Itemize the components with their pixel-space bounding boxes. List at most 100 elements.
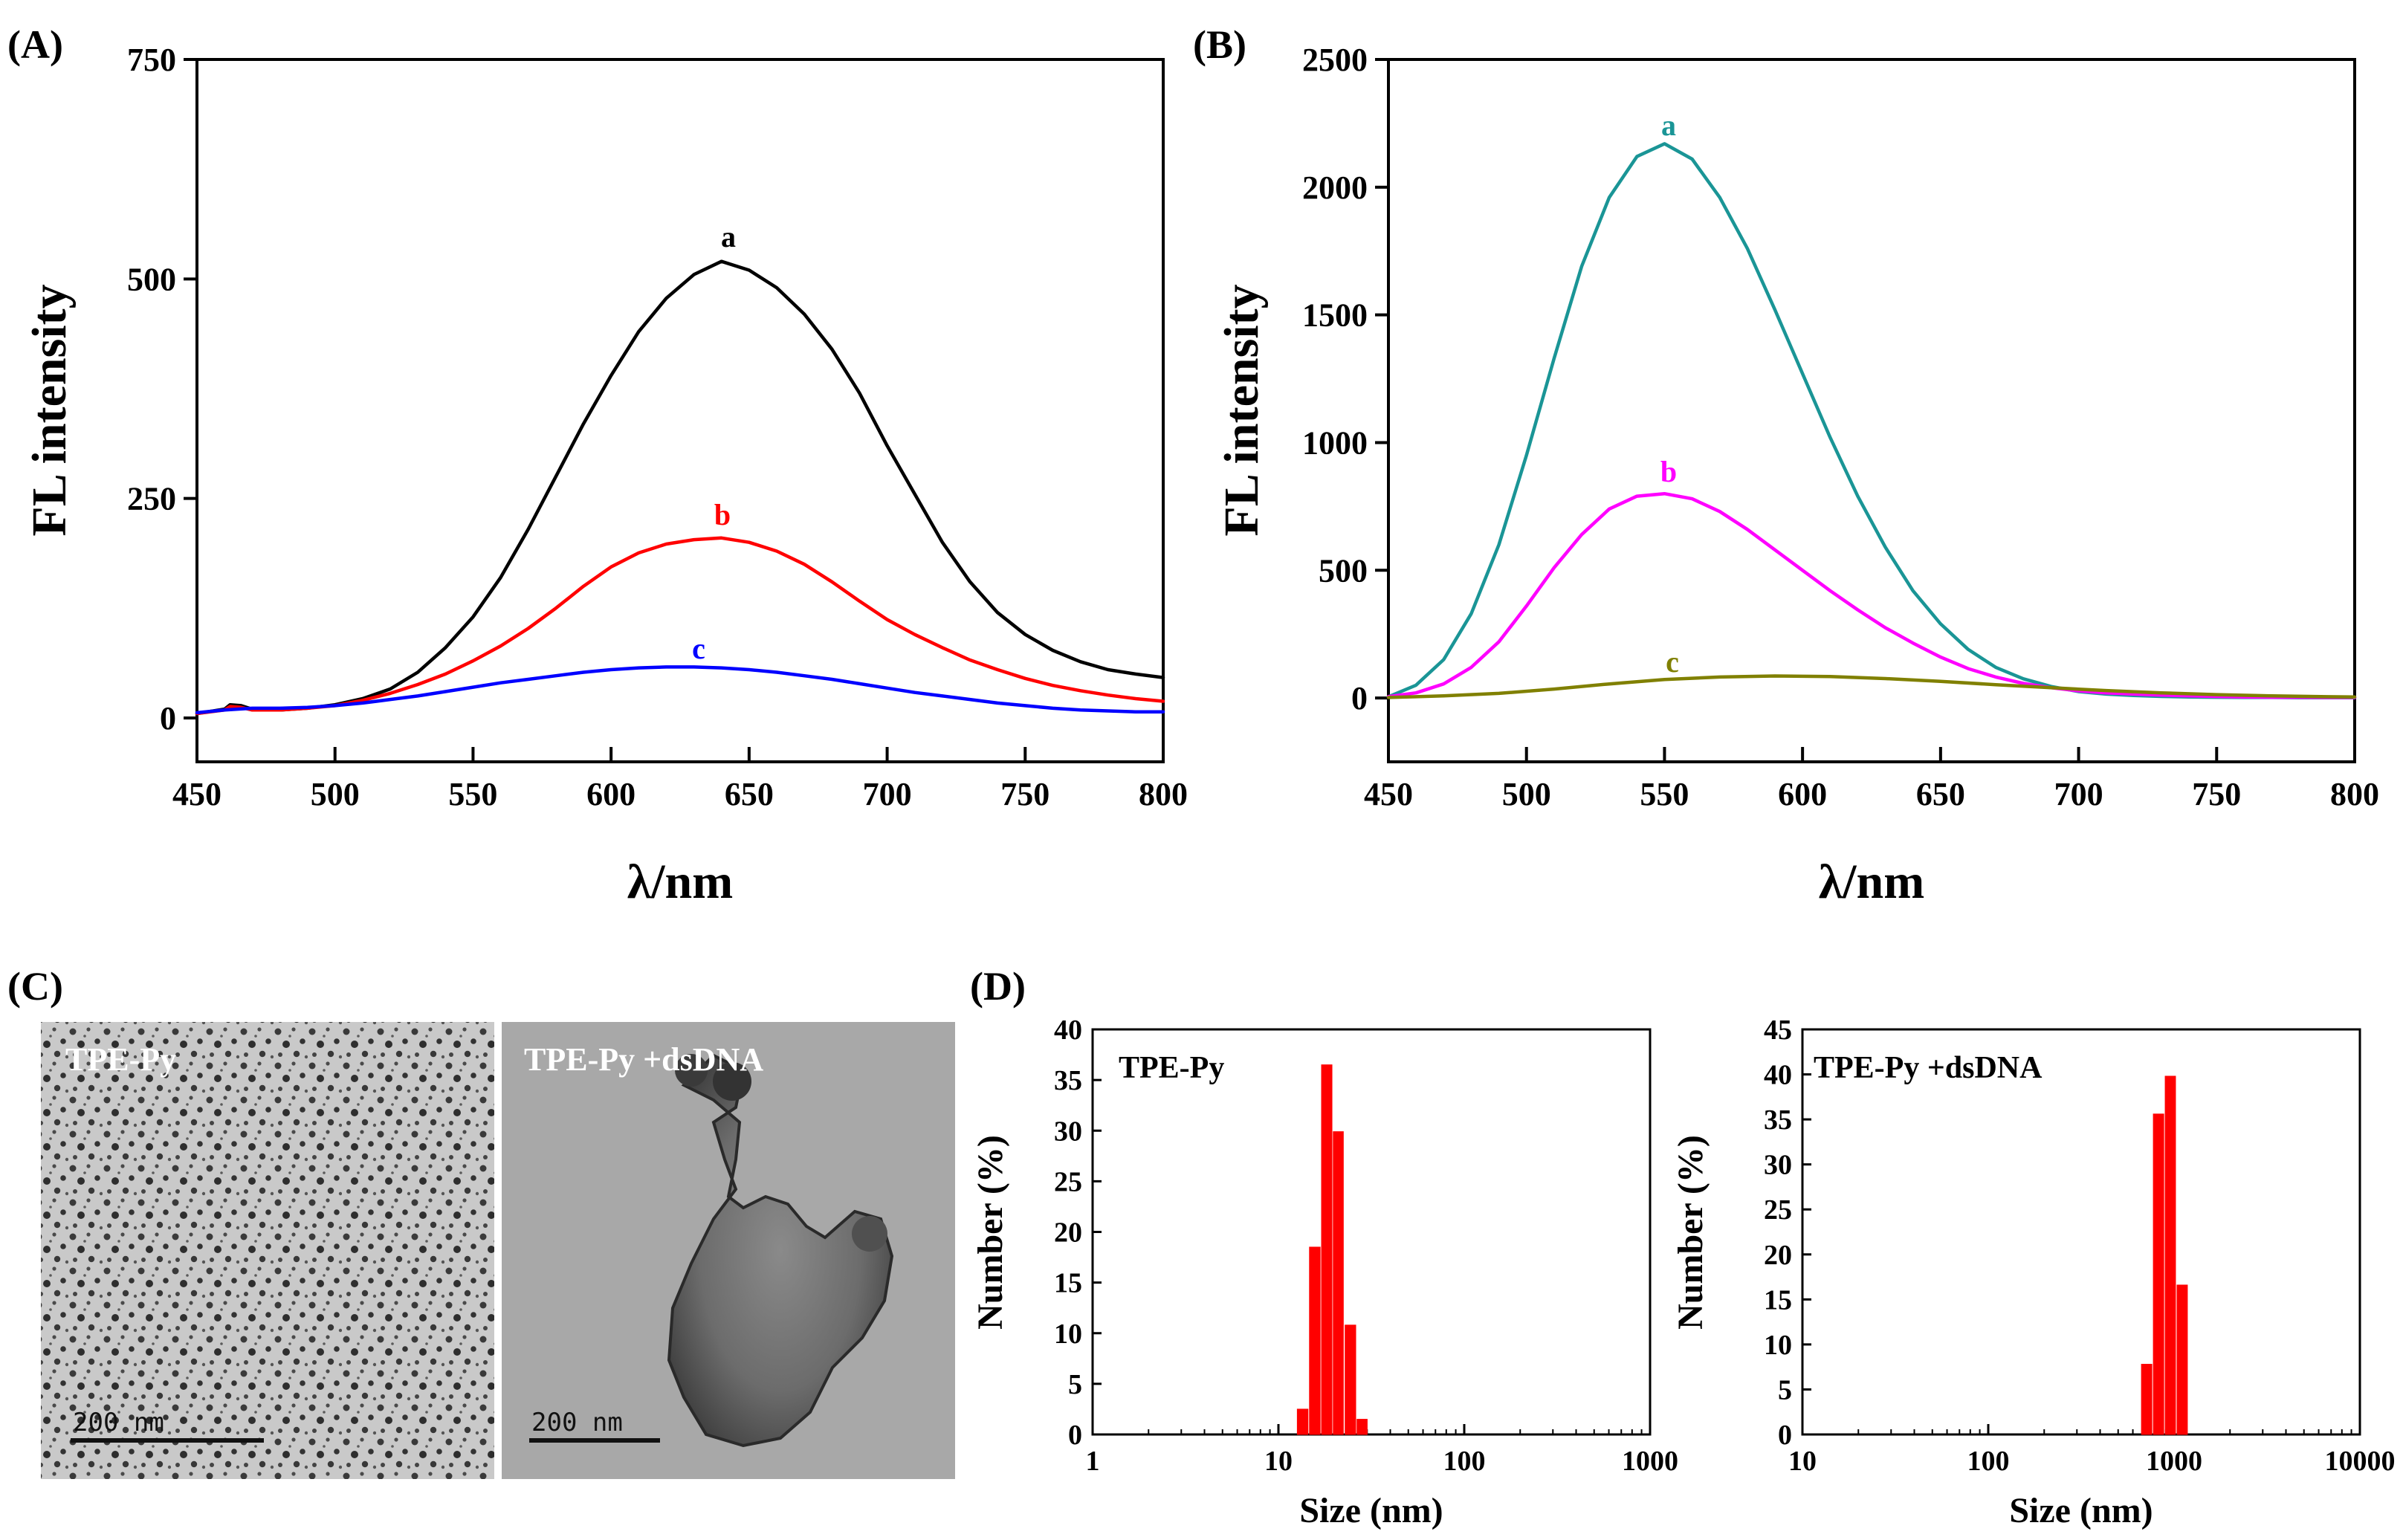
panel-c: (C) TPE-Py 200 nm TPE-Py +dsDNA 200 nm <box>7 964 955 1479</box>
curves-a <box>195 259 1165 716</box>
bar-d1-4 <box>1345 1324 1356 1435</box>
panel-label-a: (A) <box>7 22 63 67</box>
scale-label-right: 200 nm <box>531 1408 623 1437</box>
y-tick-label-d1-3: 15 <box>1054 1268 1082 1299</box>
y-tick-label-a-2: 500 <box>127 261 176 297</box>
x-tick-label-a-1: 500 <box>311 776 360 812</box>
y-tick-label-d1-5: 25 <box>1054 1166 1082 1197</box>
y-tick-label-d2-9: 45 <box>1764 1015 1792 1046</box>
x-axis-label-d1: Size (nm) <box>1299 1491 1443 1530</box>
y-tick-label-d1-2: 10 <box>1054 1319 1082 1350</box>
bar-d1-0 <box>1296 1408 1309 1435</box>
y-tick-label-d2-4: 20 <box>1764 1240 1792 1271</box>
series-a-a <box>195 259 1165 716</box>
y-tick-label-d1-4: 20 <box>1054 1217 1082 1249</box>
x-tick-label-d2-3: 10000 <box>2325 1446 2396 1477</box>
bar-d2-2 <box>2164 1075 2176 1435</box>
x-tick-label-a-7: 800 <box>1139 776 1188 812</box>
x-tick-label-b-2: 550 <box>1640 776 1689 812</box>
bar-d1-5 <box>1356 1419 1368 1435</box>
ticks-d1: 1 10 100 1000 0 5 10 15 20 25 30 35 40 <box>1054 1015 1678 1477</box>
series-b-c <box>1386 674 2357 699</box>
tem-label-left: TPE-Py <box>65 1041 176 1078</box>
inset-label-d1: TPE-Py <box>1119 1051 1224 1085</box>
chart-b: (B) 450 500 550 600 650 700 750 800 0 500 1000 1500… <box>1193 22 2379 909</box>
curve-label-b-c: c <box>1666 645 1679 679</box>
x-axis-label-b: λ/nm <box>1819 855 1924 909</box>
y-tick-label-d2-1: 5 <box>1778 1374 1792 1405</box>
series-b-a <box>1386 142 2357 699</box>
y-tick-label-d2-5: 25 <box>1764 1194 1792 1226</box>
curve-label-b-a: a <box>1661 109 1676 142</box>
y-axis-label-b: FL intensity <box>1215 284 1269 536</box>
y-tick-label-a-1: 250 <box>127 481 176 517</box>
panel-label-b: (B) <box>1193 22 1246 67</box>
x-tick-label-a-3: 600 <box>586 776 635 812</box>
x-tick-label-a-4: 650 <box>725 776 774 812</box>
x-tick-label-d1-2: 100 <box>1443 1446 1486 1477</box>
y-tick-label-d1-7: 35 <box>1054 1065 1082 1096</box>
tem-image-right: TPE-Py +dsDNA 200 nm <box>502 1022 955 1479</box>
inset-label-d2: TPE-Py +dsDNA <box>1814 1051 2043 1085</box>
x-tick-label-b-6: 750 <box>2192 776 2241 812</box>
chart-d2: 10 100 1000 10000 0 5 10 15 20 25 30 35 40 45 TPE-Py … <box>1671 1015 2396 1530</box>
y-tick-label-a-3: 750 <box>127 42 176 78</box>
y-tick-label-d1-8: 40 <box>1054 1015 1082 1046</box>
x-axis-label-d2: Size (nm) <box>2009 1491 2153 1530</box>
panel-label-d: (D) <box>970 964 1026 1009</box>
y-tick-label-b-4: 2000 <box>1302 169 1368 206</box>
series-a-b <box>195 536 1165 716</box>
series-b-b <box>1386 491 2357 699</box>
y-tick-label-d1-1: 5 <box>1068 1369 1082 1400</box>
plot-area-d1 <box>1091 1028 1652 1436</box>
y-tick-label-d2-7: 35 <box>1764 1104 1792 1136</box>
y-tick-label-b-3: 1500 <box>1302 297 1368 334</box>
ticks-b: 450 500 550 600 650 700 750 800 0 500 1000 1500 2000… <box>1302 42 2379 812</box>
x-tick-label-d2-0: 10 <box>1788 1446 1817 1477</box>
y-tick-label-d1-6: 30 <box>1054 1116 1082 1147</box>
tem-label-right: TPE-Py +dsDNA <box>524 1041 763 1078</box>
y-tick-label-b-1: 500 <box>1319 552 1368 589</box>
y-axis-label-d2: Number (%) <box>1671 1135 1710 1330</box>
x-tick-label-d1-1: 10 <box>1264 1446 1293 1477</box>
ticks-a: 450 500 550 600 650 700 750 800 0 250 500 750 <box>127 42 1188 812</box>
curves-b <box>1386 142 2357 699</box>
y-tick-label-d2-2: 10 <box>1764 1330 1792 1361</box>
y-tick-label-d2-8: 40 <box>1764 1060 1792 1091</box>
bar-d1-2 <box>1321 1064 1333 1435</box>
bar-d2-1 <box>2153 1113 2164 1435</box>
curve-label-a-a: a <box>721 220 736 253</box>
bar-d2-3 <box>2176 1284 2188 1435</box>
curve-label-b-b: b <box>1660 455 1677 488</box>
y-tick-label-d2-6: 30 <box>1764 1150 1792 1181</box>
bar-d1-3 <box>1333 1131 1344 1435</box>
x-tick-label-b-4: 650 <box>1916 776 1965 812</box>
plot-area-a <box>195 58 1165 763</box>
plot-area-b <box>1387 58 2356 763</box>
bars-d1 <box>1296 1064 1368 1435</box>
x-tick-label-a-2: 550 <box>448 776 497 812</box>
plot-area-d2 <box>1801 1028 2361 1436</box>
x-tick-label-b-1: 500 <box>1502 776 1551 812</box>
curve-label-a-c: c <box>692 632 705 665</box>
x-tick-label-b-3: 600 <box>1778 776 1827 812</box>
x-tick-label-a-5: 700 <box>863 776 912 812</box>
y-tick-label-a-0: 0 <box>160 700 176 737</box>
x-tick-label-d1-0: 1 <box>1086 1446 1100 1477</box>
y-tick-label-b-2: 1000 <box>1302 424 1368 461</box>
series-a-c <box>195 665 1165 715</box>
x-tick-label-d2-2: 1000 <box>2146 1446 2202 1477</box>
x-tick-label-a-6: 750 <box>1000 776 1050 812</box>
x-tick-label-d2-1: 100 <box>1967 1446 2010 1477</box>
x-tick-label-a-0: 450 <box>172 776 221 812</box>
x-tick-label-b-5: 700 <box>2054 776 2103 812</box>
bars-d2 <box>2141 1075 2188 1435</box>
panel-label-c: (C) <box>7 964 63 1009</box>
y-tick-label-d2-3: 15 <box>1764 1284 1792 1316</box>
y-tick-label-b-0: 0 <box>1351 680 1368 716</box>
scale-label-left: 200 nm <box>73 1408 164 1437</box>
y-tick-label-b-5: 2500 <box>1302 42 1368 78</box>
bar-d1-1 <box>1309 1246 1321 1435</box>
x-tick-label-b-7: 800 <box>2330 776 2379 812</box>
